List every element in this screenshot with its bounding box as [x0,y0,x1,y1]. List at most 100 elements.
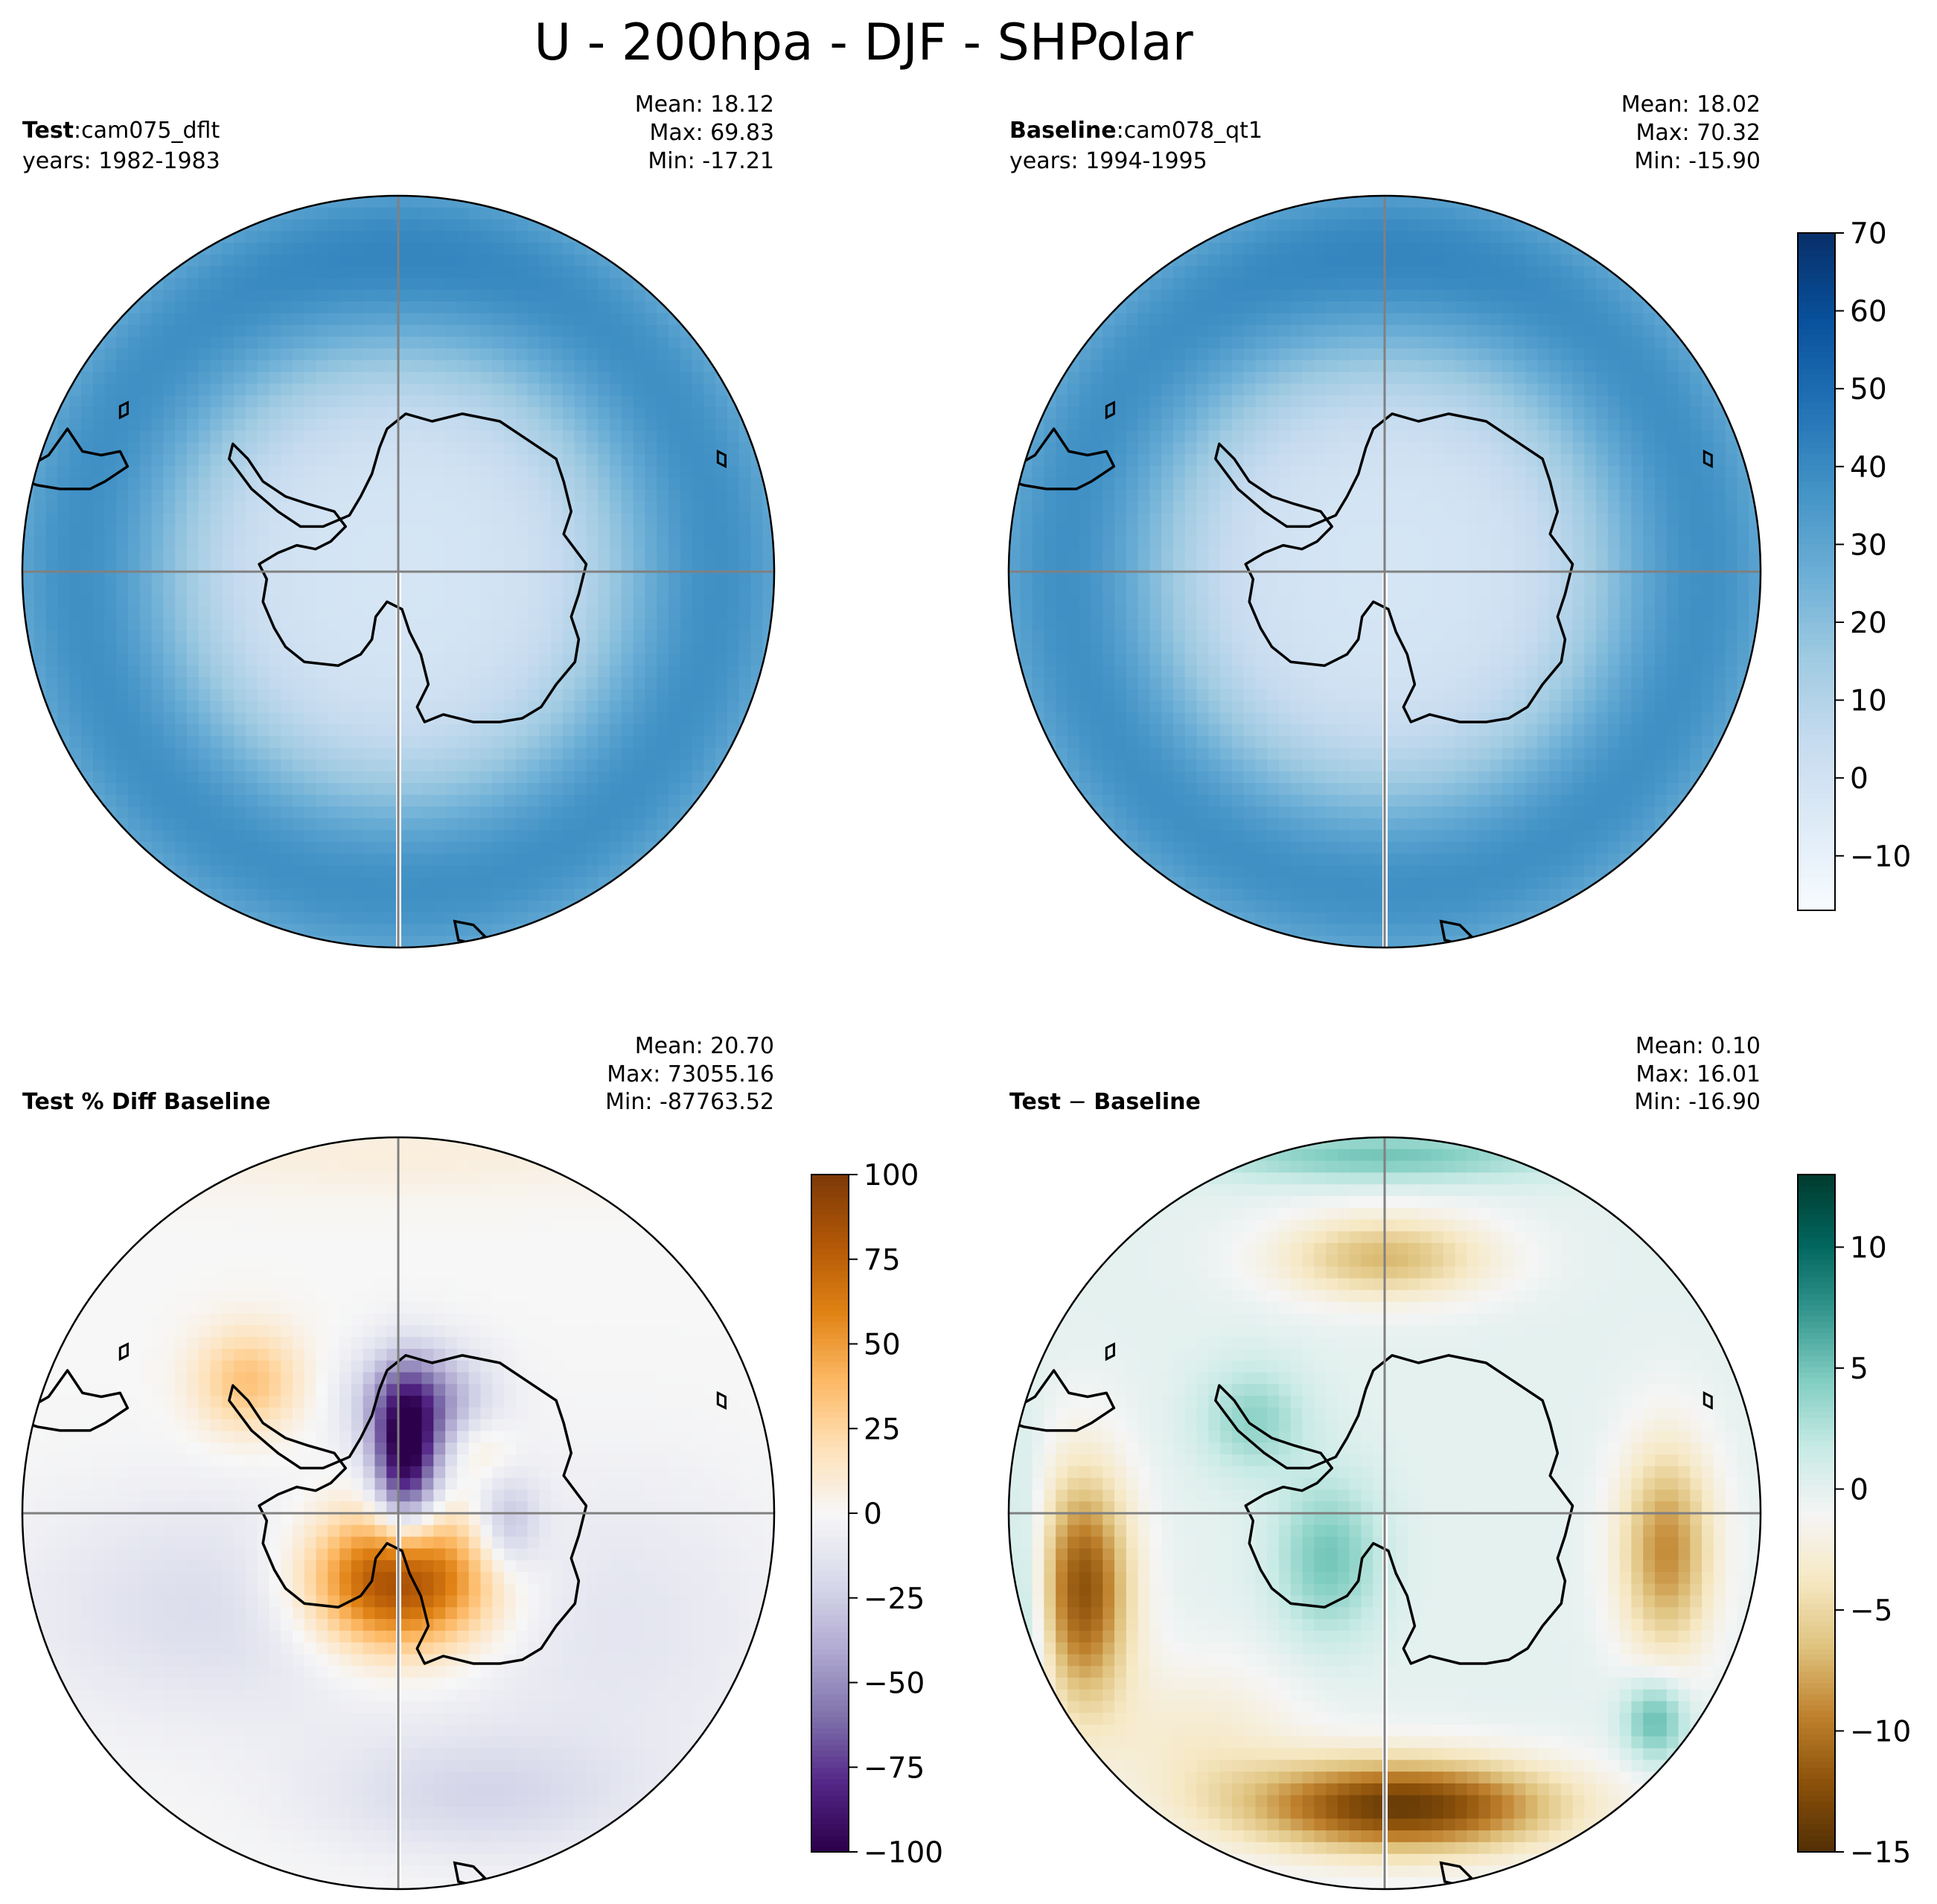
field-cell [210,853,223,866]
field-cell [421,724,435,737]
field-cell [562,841,575,854]
field-cell [304,841,317,854]
field-cell [1467,395,1479,408]
field-cell [1102,489,1115,502]
field-cell [69,642,82,655]
field-cell [186,794,200,808]
field-cell [539,313,552,326]
field-cell [1208,536,1221,549]
field-cell [198,771,211,784]
field-cell [398,759,411,772]
field-cell [1420,395,1432,408]
field-cell [1079,348,1092,361]
field-cell [210,700,223,714]
field-cell [1161,243,1174,255]
field-cell [45,454,59,467]
field-cell [1349,454,1362,467]
field-cell [456,677,470,690]
field-cell [727,489,740,502]
field-cell [245,231,258,243]
field-cell [539,830,552,843]
field-cell [257,489,270,502]
field-cell [657,735,669,749]
field-cell [198,477,211,491]
field-cell [1243,207,1257,220]
field-cell [1643,489,1656,502]
field-cell [1196,454,1209,467]
field-cell [351,759,364,772]
field-cell [128,513,141,525]
field-cell [1725,442,1738,455]
field-cell [1137,524,1151,537]
field-cell [1443,360,1456,373]
field-cell [69,489,82,502]
field-cell [57,677,70,690]
field-cell [1091,407,1103,420]
field-cell [139,430,153,444]
field-cell [163,560,176,572]
field-cell [351,735,364,749]
field-cell [1678,454,1691,467]
field-cell [257,712,270,725]
field-cell [1490,430,1503,444]
field-cell [1490,301,1503,314]
field-cell [468,900,482,913]
field-cell [1056,383,1068,396]
field-cell [316,560,329,572]
field-cell [668,642,681,655]
field-cell [45,677,59,690]
field-cell [1231,407,1245,420]
field-cell [562,771,575,784]
field-cell [292,771,305,784]
field-cell [363,407,376,420]
field-cell [692,654,705,666]
field-cell [57,383,70,396]
field-cell [480,313,493,326]
field-cell [1408,489,1421,502]
field-cell [151,325,165,338]
field-cell [668,430,681,444]
field-cell [339,278,352,290]
field-cell [421,630,435,643]
field-cell [45,395,59,408]
field-cell [316,830,329,843]
field-cell [657,454,669,467]
field-cell [198,454,211,467]
field-cell [539,207,552,220]
field-cell [374,830,387,843]
field-cell [351,430,364,444]
field-cell [539,654,552,666]
field-cell [539,418,552,432]
field-cell [515,348,529,361]
field-cell [551,619,564,631]
field-cell [1361,278,1373,290]
field-cell [668,572,681,584]
field-cell [234,759,246,772]
field-cell [480,336,493,349]
field-cell [269,665,281,678]
field-cell [480,266,493,279]
field-cell [128,689,141,702]
field-cell [1172,465,1186,479]
field-cell [210,572,223,584]
field-cell [1337,418,1350,432]
field-cell [128,771,141,784]
field-cell [151,454,165,467]
field-cell [1432,348,1444,361]
field-cell [316,489,329,502]
field-cell [1560,477,1574,491]
field-cell [116,560,129,572]
field-cell [386,841,399,854]
field-cell [1490,477,1503,491]
field-cell [1184,513,1198,525]
field-cell [1455,313,1468,326]
field-cell [445,724,458,737]
field-cell [527,348,540,361]
field-cell [186,371,200,385]
field-cell [421,454,435,467]
field-cell [1690,395,1703,408]
field-cell [1126,383,1139,396]
field-cell [1467,254,1479,267]
field-cell [139,689,153,702]
field-cell [234,665,246,678]
